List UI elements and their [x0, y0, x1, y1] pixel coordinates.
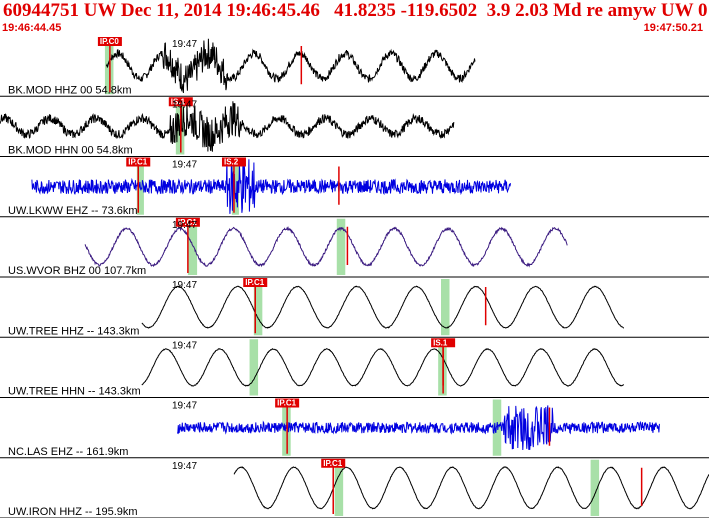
time-tick: 19:47 [172, 280, 197, 291]
pick-flag[interactable] [275, 398, 300, 408]
trace-row[interactable]: IP.C1 19:47 UW.IRON HHZ -- 195.9km [0, 458, 709, 518]
pick-window [336, 218, 346, 275]
pick-window [231, 158, 239, 215]
pick-label: IP.C1 [128, 158, 148, 167]
waveform-trace [141, 348, 625, 387]
pick-label: IP.C1 [277, 399, 297, 408]
trace-row[interactable]: IP.C0 19:47 BK.MOD HHZ 00 54.8km [0, 37, 709, 97]
pick-flag[interactable] [175, 217, 200, 227]
time-tick: 19:47 [172, 160, 197, 171]
event-header: 60944751 UW Dec 11, 2014 19:46:45.46 41.… [0, 0, 709, 36]
pick-flag[interactable] [431, 338, 456, 348]
pick-flag[interactable] [168, 97, 193, 107]
pick-window [334, 459, 344, 516]
time-tick: 19:47 [172, 461, 197, 472]
waveform-trace [141, 285, 624, 329]
trace-row[interactable]: IP.C1 IS.2 19:47 UW.LKWW EHZ -- 73.6km [0, 157, 709, 218]
waveform-trace [233, 466, 709, 510]
channel-label: BK.MOD HHN 00 54.8km [8, 145, 133, 157]
pick-flag[interactable] [221, 157, 246, 167]
pick-window [590, 459, 600, 516]
trace-row[interactable]: IP.C1 19:47 NC.LAS EHZ -- 161.9km [0, 398, 709, 459]
waveform-trace [176, 405, 660, 451]
pick-window [249, 339, 259, 396]
pick-window [187, 218, 198, 275]
end-time: 19:47:50.21 [643, 22, 703, 34]
trace-row[interactable]: IS.1 19:47 UW.TREE HHN -- 143.3km [0, 338, 709, 398]
channel-label: UW.IRON HHZ -- 195.9km [8, 506, 138, 518]
pick-label: IP.C1 [245, 278, 265, 287]
time-tick: 19:47 [172, 220, 197, 231]
time-tick: 19:47 [172, 99, 197, 110]
pick-window [492, 399, 502, 456]
channel-label: UW.LKWW EHZ -- 73.6km [8, 205, 138, 217]
time-tick: 19:47 [172, 401, 197, 412]
pick-label: IP.C1 [178, 218, 198, 227]
trace-row[interactable]: IS.119:47 BK.MOD HHN 00 54.8km [0, 97, 709, 157]
channel-label: UW.TREE HHN -- 143.3km [8, 386, 141, 398]
channel-label: US.WVOR BHZ 00 107.7km [8, 265, 146, 277]
trace-row[interactable]: IP.C1 19:47 UW.TREE HHZ -- 143.3km [0, 278, 709, 338]
channel-label: BK.MOD HHZ 00 54.8km [8, 84, 131, 96]
pick-label: IS.1 [171, 97, 186, 106]
pick-label: IP.C0 [100, 37, 120, 46]
event-title: 60944751 UW Dec 11, 2014 19:46:45.46 41.… [3, 0, 709, 21]
pick-flag[interactable] [243, 278, 268, 287]
waveform-trace [31, 157, 511, 214]
pick-window [440, 279, 450, 336]
waveform-trace [84, 226, 568, 268]
waveform-trace [105, 38, 476, 94]
pick-window [253, 279, 263, 336]
channel-label: UW.TREE HHZ -- 143.3km [8, 325, 139, 337]
pick-flag[interactable] [126, 157, 151, 167]
pick-label: IS.2 [224, 158, 239, 167]
waveform-trace [0, 101, 455, 152]
channel-label: NC.LAS EHZ -- 161.9km [8, 446, 128, 458]
pick-label: IP.C1 [323, 459, 343, 468]
time-tick: 19:47 [172, 340, 197, 351]
time-tick: 19:47 [172, 39, 197, 50]
start-time: 19:46:44.45 [2, 22, 62, 34]
pick-flag[interactable] [321, 458, 346, 468]
pick-flag[interactable] [97, 37, 122, 46]
pick-label: IS.1 [433, 338, 448, 347]
